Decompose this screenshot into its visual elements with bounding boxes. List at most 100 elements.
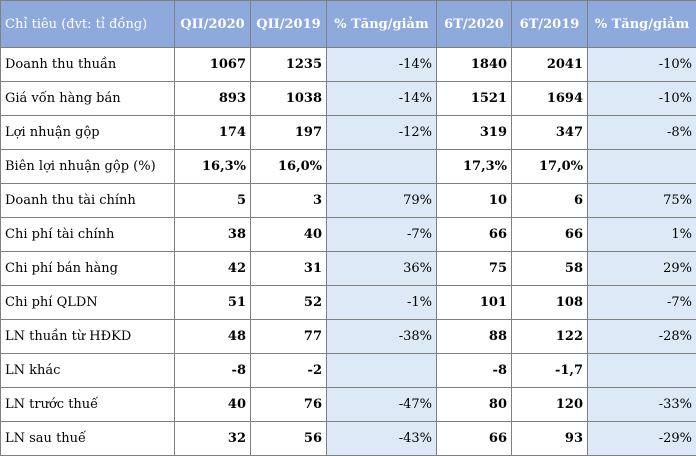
6m-2019-value: 108: [512, 286, 588, 320]
6m-2019-value: 1694: [512, 82, 588, 116]
6m-2019-value: 2041: [512, 48, 588, 82]
header-cell-6m-2019: 6T/2019: [512, 1, 588, 48]
q2-2020-value: 16,3%: [175, 150, 251, 184]
header-cell-indicator: Chỉ tiêu (đvt: tỉ đồng): [1, 1, 175, 48]
6m-2020-value: 80: [437, 388, 512, 422]
6m-change-value: -28%: [588, 320, 696, 354]
6m-change-value: 29%: [588, 252, 696, 286]
6m-change-value: -10%: [588, 82, 696, 116]
6m-change-value: -33%: [588, 388, 696, 422]
6m-2019-value: 120: [512, 388, 588, 422]
6m-change-value: [588, 354, 696, 388]
row-label: Lợi nhuận gộp: [1, 116, 175, 150]
q-change-value: [327, 150, 437, 184]
q-change-value: 36%: [327, 252, 437, 286]
q2-2020-value: 48: [175, 320, 251, 354]
6m-2019-value: 347: [512, 116, 588, 150]
q2-2020-value: 32: [175, 422, 251, 456]
q-change-value: 79%: [327, 184, 437, 218]
q2-2019-value: 77: [251, 320, 327, 354]
q2-2019-value: 76: [251, 388, 327, 422]
q2-2019-value: 1235: [251, 48, 327, 82]
row-label: Doanh thu tài chính: [1, 184, 175, 218]
6m-change-value: -10%: [588, 48, 696, 82]
6m-change-value: 1%: [588, 218, 696, 252]
header-cell-q2-2020: QII/2020: [175, 1, 251, 48]
q-change-value: -12%: [327, 116, 437, 150]
6m-2019-value: 122: [512, 320, 588, 354]
6m-2020-value: 17,3%: [437, 150, 512, 184]
q2-2019-value: 16,0%: [251, 150, 327, 184]
q2-2019-value: 3: [251, 184, 327, 218]
q2-2019-value: 40: [251, 218, 327, 252]
table-row: Biên lợi nhuận gộp (%)16,3%16,0% 17,3%17,…: [1, 150, 696, 184]
q2-2019-value: 52: [251, 286, 327, 320]
6m-2019-value: -1,7: [512, 354, 588, 388]
q2-2019-value: 1038: [251, 82, 327, 116]
row-label: Chi phí tài chính: [1, 218, 175, 252]
6m-change-value: -29%: [588, 422, 696, 456]
row-label: Biên lợi nhuận gộp (%): [1, 150, 175, 184]
header-cell-6m-2020: 6T/2020: [437, 1, 512, 48]
header-cell-q2-2019: QII/2019: [251, 1, 327, 48]
6m-2019-value: 58: [512, 252, 588, 286]
q2-2020-value: 1067: [175, 48, 251, 82]
6m-change-value: 75%: [588, 184, 696, 218]
q-change-value: -47%: [327, 388, 437, 422]
row-label: Chi phí bán hàng: [1, 252, 175, 286]
6m-2020-value: 66: [437, 422, 512, 456]
6m-2020-value: 88: [437, 320, 512, 354]
q-change-value: -14%: [327, 82, 437, 116]
row-label: LN trước thuế: [1, 388, 175, 422]
row-label: LN thuần từ HĐKD: [1, 320, 175, 354]
q2-2020-value: 893: [175, 82, 251, 116]
q2-2020-value: 174: [175, 116, 251, 150]
q2-2020-value: 5: [175, 184, 251, 218]
q-change-value: -38%: [327, 320, 437, 354]
q-change-value: -1%: [327, 286, 437, 320]
header-row: Chỉ tiêu (đvt: tỉ đồng) QII/2020 QII/201…: [1, 1, 696, 48]
q-change-value: -7%: [327, 218, 437, 252]
6m-2020-value: 75: [437, 252, 512, 286]
6m-2019-value: 6: [512, 184, 588, 218]
6m-2020-value: 1840: [437, 48, 512, 82]
q2-2020-value: 42: [175, 252, 251, 286]
6m-2020-value: 10: [437, 184, 512, 218]
row-label: Chi phí QLDN: [1, 286, 175, 320]
q2-2020-value: -8: [175, 354, 251, 388]
q-change-value: [327, 354, 437, 388]
row-label: Doanh thu thuần: [1, 48, 175, 82]
table-row: LN khác-8-2-8-1,7: [1, 354, 696, 388]
q2-2019-value: 56: [251, 422, 327, 456]
6m-2020-value: 66: [437, 218, 512, 252]
6m-2019-value: 93: [512, 422, 588, 456]
6m-2019-value: 17,0%: [512, 150, 588, 184]
6m-change-value: -8%: [588, 116, 696, 150]
6m-2019-value: 66: [512, 218, 588, 252]
q2-2019-value: 197: [251, 116, 327, 150]
q-change-value: -43%: [327, 422, 437, 456]
header-cell-6m-change: % Tăng/giảm: [588, 1, 696, 48]
q2-2020-value: 40: [175, 388, 251, 422]
6m-2020-value: 101: [437, 286, 512, 320]
6m-change-value: [588, 150, 696, 184]
q2-2020-value: 51: [175, 286, 251, 320]
q2-2019-value: -2: [251, 354, 327, 388]
q2-2019-value: 31: [251, 252, 327, 286]
row-label: LN khác: [1, 354, 175, 388]
row-label: Giá vốn hàng bán: [1, 82, 175, 116]
6m-2020-value: -8: [437, 354, 512, 388]
header-cell-q-change: % Tăng/giảm: [327, 1, 437, 48]
6m-2020-value: 1521: [437, 82, 512, 116]
